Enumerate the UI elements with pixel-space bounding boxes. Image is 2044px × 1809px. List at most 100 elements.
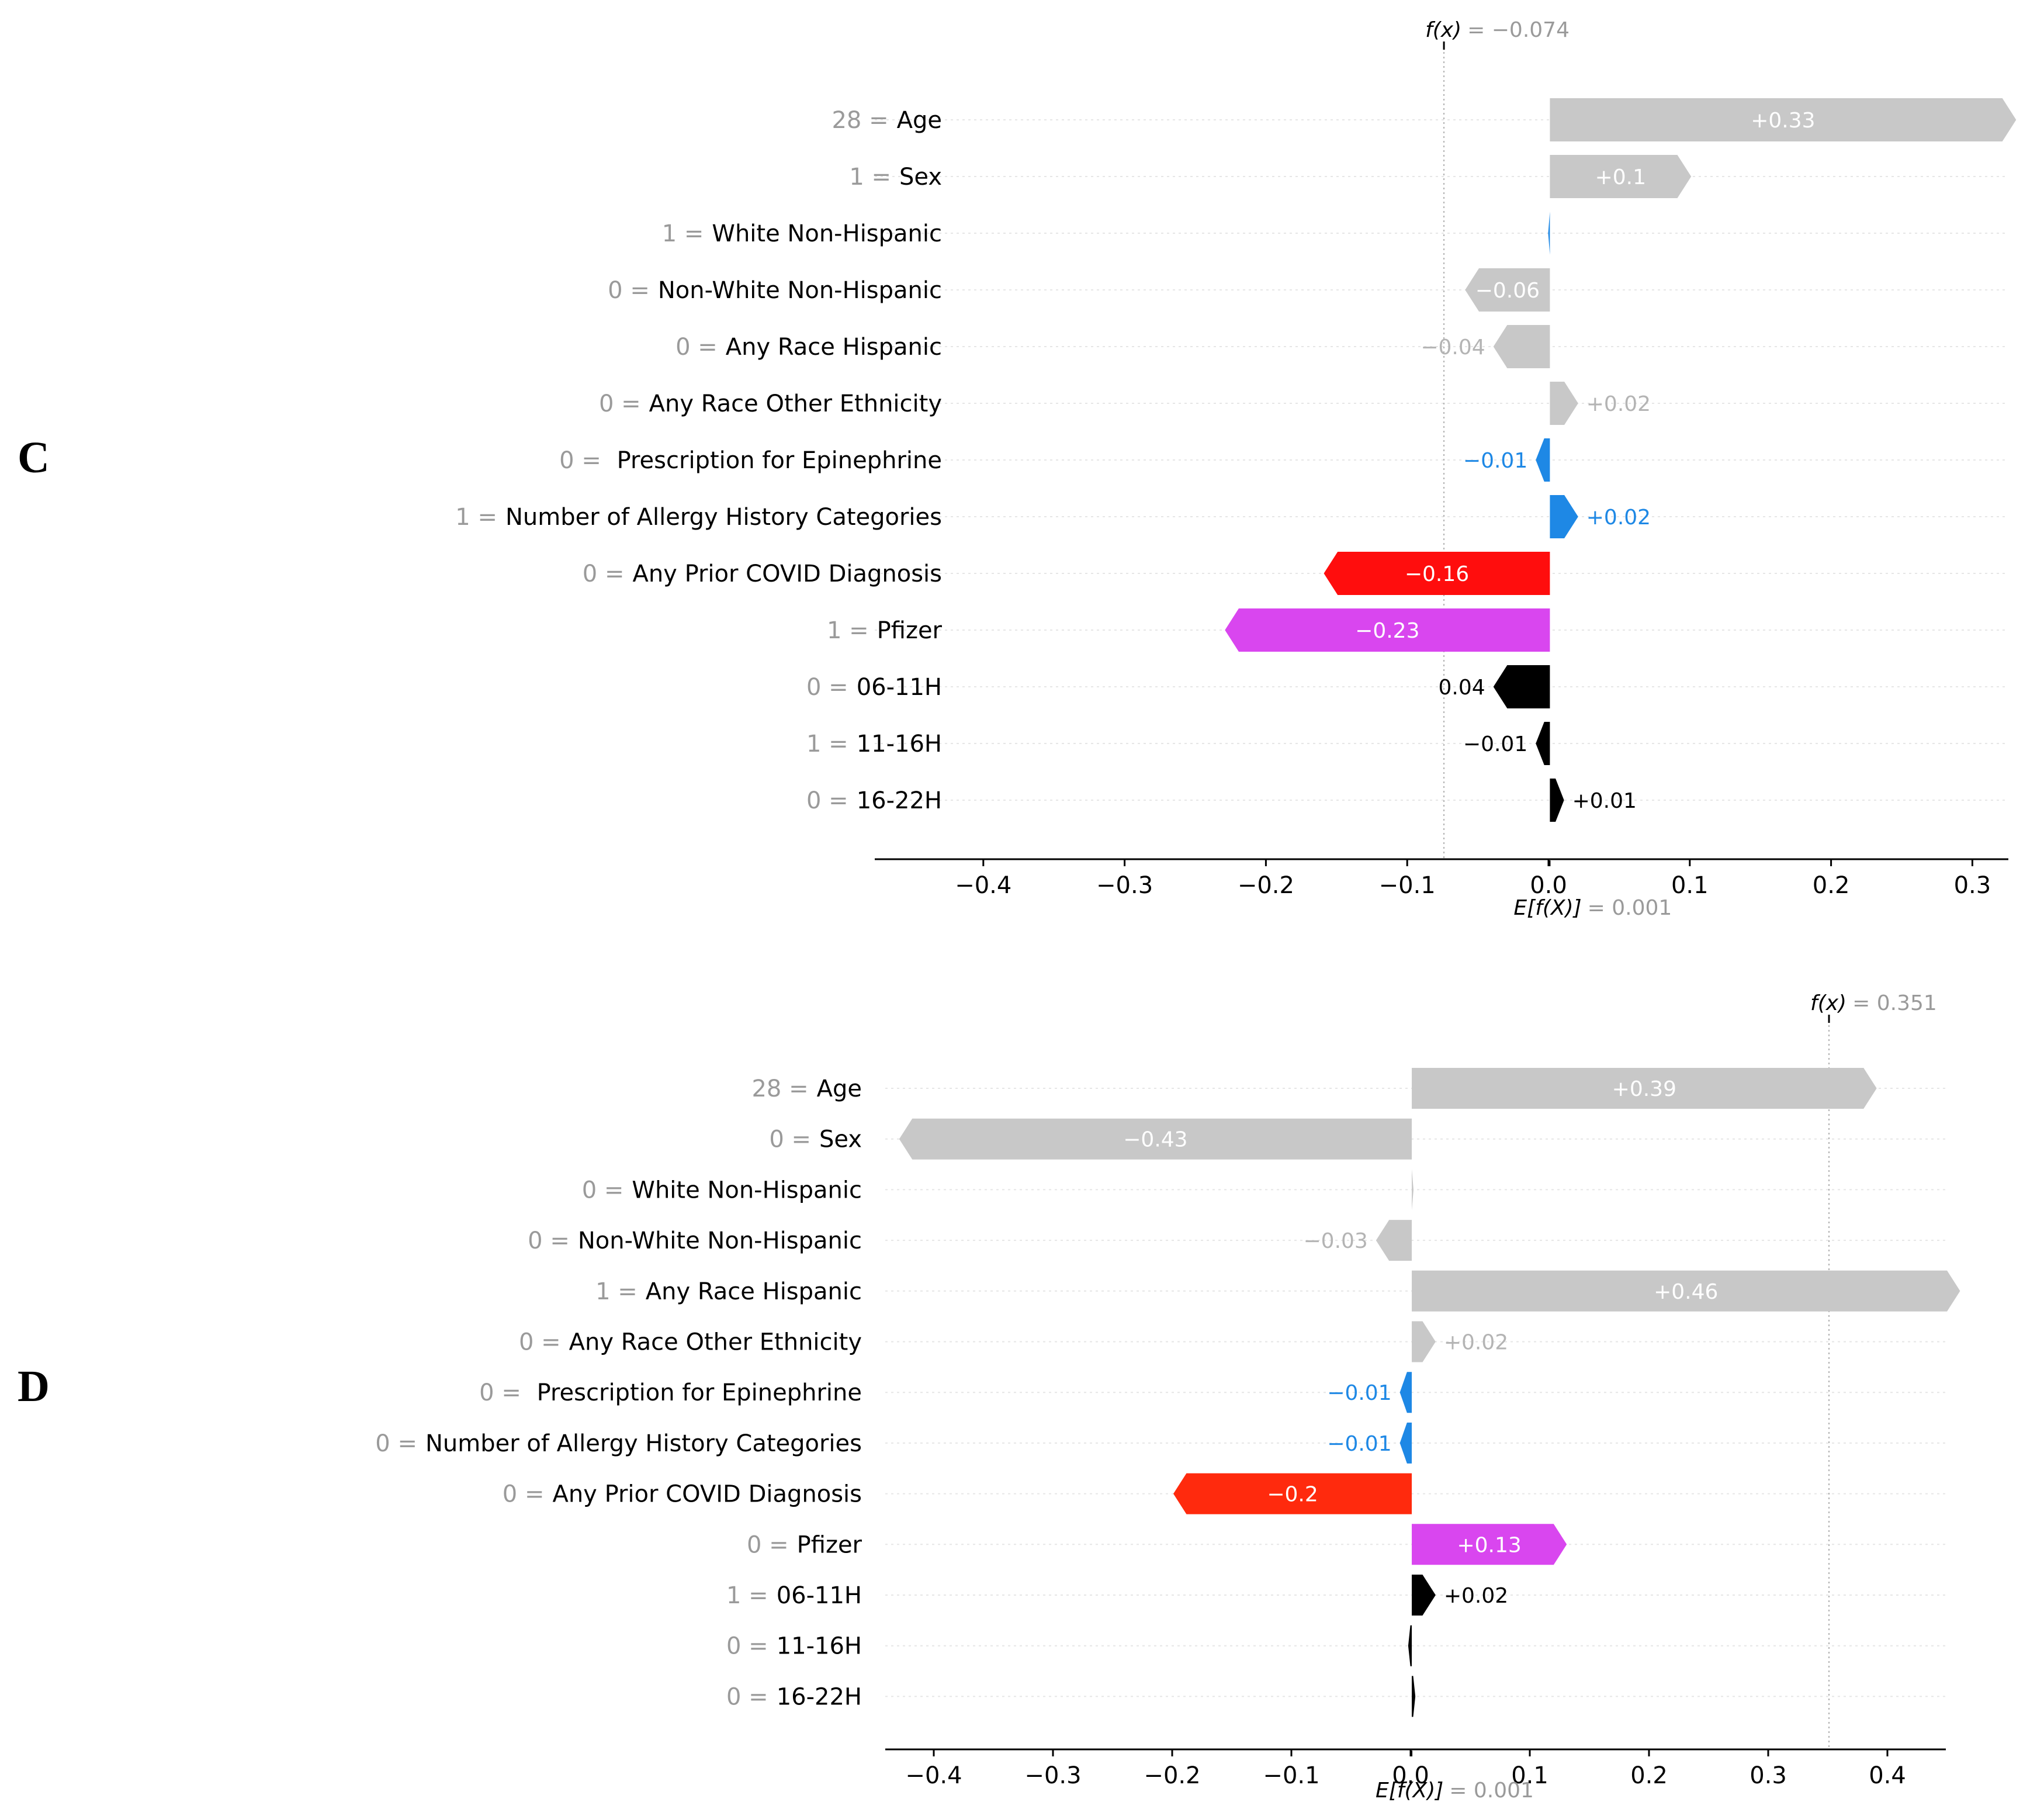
feature-name: Any Prior COVID Diagnosis	[552, 1481, 862, 1508]
feature-name: Sex	[819, 1126, 862, 1153]
feature-label: 0 = Any Race Other Ethnicity	[599, 390, 942, 417]
feature-name: Age	[817, 1075, 862, 1102]
x-tick-label: −0.1	[1379, 872, 1436, 899]
feature-value: 0 =	[747, 1531, 789, 1558]
feature-value: 1 =	[662, 220, 704, 247]
feature-name: White Non-Hispanic	[712, 220, 942, 247]
x-tick-label: 0.4	[1869, 1762, 1906, 1789]
feature-value: 28 =	[751, 1075, 808, 1102]
bar-value-label: −0.23	[1355, 619, 1419, 643]
feature-value: 0 =	[479, 1379, 521, 1406]
feature-label: 1 = Any Race Hispanic	[595, 1278, 862, 1305]
feature-label: 0 = 16-22H	[726, 1683, 862, 1710]
bar-value-label: +0.02	[1586, 506, 1651, 530]
bar-black	[1493, 665, 1550, 708]
feature-value: 0 =	[675, 334, 718, 361]
bar-black	[1536, 722, 1550, 765]
bar-value-label: −0.03	[1304, 1229, 1368, 1253]
feature-label: 1 = 06-11H	[726, 1582, 862, 1609]
x-tick-label: 0.1	[1511, 1762, 1548, 1789]
x-tick-label: −0.4	[955, 872, 1011, 899]
feature-value: 0 =	[528, 1227, 570, 1254]
bar-value-label: +0.13	[1457, 1533, 1521, 1557]
feature-value: 0 =	[608, 277, 650, 304]
feature-value: 1 =	[806, 731, 848, 758]
feature-value: 1 =	[455, 504, 497, 531]
feature-label: 0 = Any Prior COVID Diagnosis	[503, 1481, 862, 1508]
x-tick-label: 0.2	[1630, 1762, 1668, 1789]
bar-grey	[1376, 1220, 1412, 1261]
feature-name: Pfizer	[797, 1531, 862, 1558]
feature-value: 0 =	[769, 1126, 811, 1153]
x-tick-label: 0.0	[1392, 1762, 1429, 1789]
bar-grey	[1412, 1321, 1436, 1362]
bar-blue	[1550, 495, 1578, 538]
fx-label: f(x)	[1810, 991, 1846, 1015]
feature-label: 1 = 11-16H	[806, 731, 942, 758]
bar-grey	[1412, 1169, 1414, 1210]
feature-name: Any Race Hispanic	[726, 334, 942, 361]
bar-black	[1408, 1625, 1412, 1666]
bar-value-label: −0.01	[1463, 449, 1527, 473]
x-tick-label: −0.2	[1238, 872, 1294, 899]
bar-black	[1412, 1575, 1436, 1616]
x-tick-label: 0.3	[1749, 1762, 1787, 1789]
panel-letter: C	[18, 433, 50, 482]
x-tick-label: 0.2	[1813, 872, 1850, 899]
bar-value-label: 0.04	[1439, 676, 1485, 700]
feature-name: 06-11H	[857, 674, 942, 701]
feature-value: 0 =	[726, 1633, 768, 1660]
bar-blue	[1536, 438, 1550, 482]
feature-label: 0 = White Non-Hispanic	[582, 1177, 862, 1203]
feature-label: 28 = Age	[832, 107, 942, 134]
bar-grey	[1550, 155, 1692, 198]
feature-label: 1 = Number of Allergy History Categories	[455, 504, 942, 531]
feature-value: 0 =	[726, 1683, 768, 1710]
feature-name: Any Race Other Ethnicity	[569, 1329, 862, 1356]
feature-name: Prescription for Epinephrine	[609, 447, 942, 474]
bar-value-label: −0.06	[1475, 279, 1540, 303]
feature-name: Number of Allergy History Categories	[505, 504, 942, 531]
x-tick-label: −0.3	[1024, 1762, 1081, 1789]
panel-letter: D	[18, 1362, 50, 1411]
efx-value: = 0.001	[1449, 1779, 1534, 1803]
bar-value-label: −0.01	[1463, 732, 1527, 756]
feature-value: 0 =	[806, 674, 848, 701]
fx-label: f(x)	[1425, 18, 1461, 42]
feature-label: 1 = Sex	[849, 164, 942, 191]
feature-name: Non-White Non-Hispanic	[578, 1227, 862, 1254]
panel-d: D +0.39 28 = Age −0.43 0 = Sex 0 = White Non-Hi…	[18, 991, 1960, 1803]
x-tick-label: −0.2	[1144, 1762, 1200, 1789]
feature-label: 1 = White Non-Hispanic	[662, 220, 942, 247]
feature-label: 0 = Any Race Hispanic	[675, 334, 942, 361]
feature-value: 1 =	[849, 164, 891, 191]
feature-value: 0 =	[503, 1481, 545, 1508]
feature-label: 1 = Pfizer	[827, 617, 943, 644]
bar-value-label: +0.01	[1572, 789, 1637, 813]
panel-c: C +0.33 28 = Age +0.1 1 = Sex 1 = White Non-His…	[18, 18, 2017, 920]
bar-grey	[1465, 268, 1550, 312]
bar-value-label: +0.02	[1444, 1584, 1508, 1608]
feature-value: 0 =	[806, 787, 848, 814]
x-tick-label: −0.3	[1096, 872, 1153, 899]
bar-grey	[1412, 1270, 1960, 1312]
feature-name: Sex	[899, 164, 942, 191]
feature-label: 0 = Sex	[769, 1126, 862, 1153]
feature-name: Pfizer	[877, 617, 943, 644]
bar-value-label: −0.43	[1123, 1128, 1187, 1152]
feature-value: 1 =	[726, 1582, 768, 1609]
feature-name: Prescription for Epinephrine	[529, 1379, 862, 1406]
feature-name: 16-22H	[857, 787, 942, 814]
feature-name: Non-White Non-Hispanic	[658, 277, 942, 304]
feature-name: 11-16H	[777, 1633, 862, 1660]
feature-name: White Non-Hispanic	[632, 1177, 862, 1203]
x-tick-label: 0.3	[1954, 872, 1991, 899]
bar-red_c	[1324, 552, 1550, 595]
feature-name: Number of Allergy History Categories	[425, 1430, 862, 1457]
feature-label: 0 = Prescription for Epinephrine	[479, 1379, 862, 1406]
prediction-label: f(x) = −0.074	[1425, 18, 1570, 42]
bar-black	[1550, 779, 1564, 822]
efx-label: E[f(X)]	[1376, 1779, 1443, 1803]
bar-value-label: +0.1	[1595, 165, 1646, 189]
feature-label: 0 = 16-22H	[806, 787, 942, 814]
